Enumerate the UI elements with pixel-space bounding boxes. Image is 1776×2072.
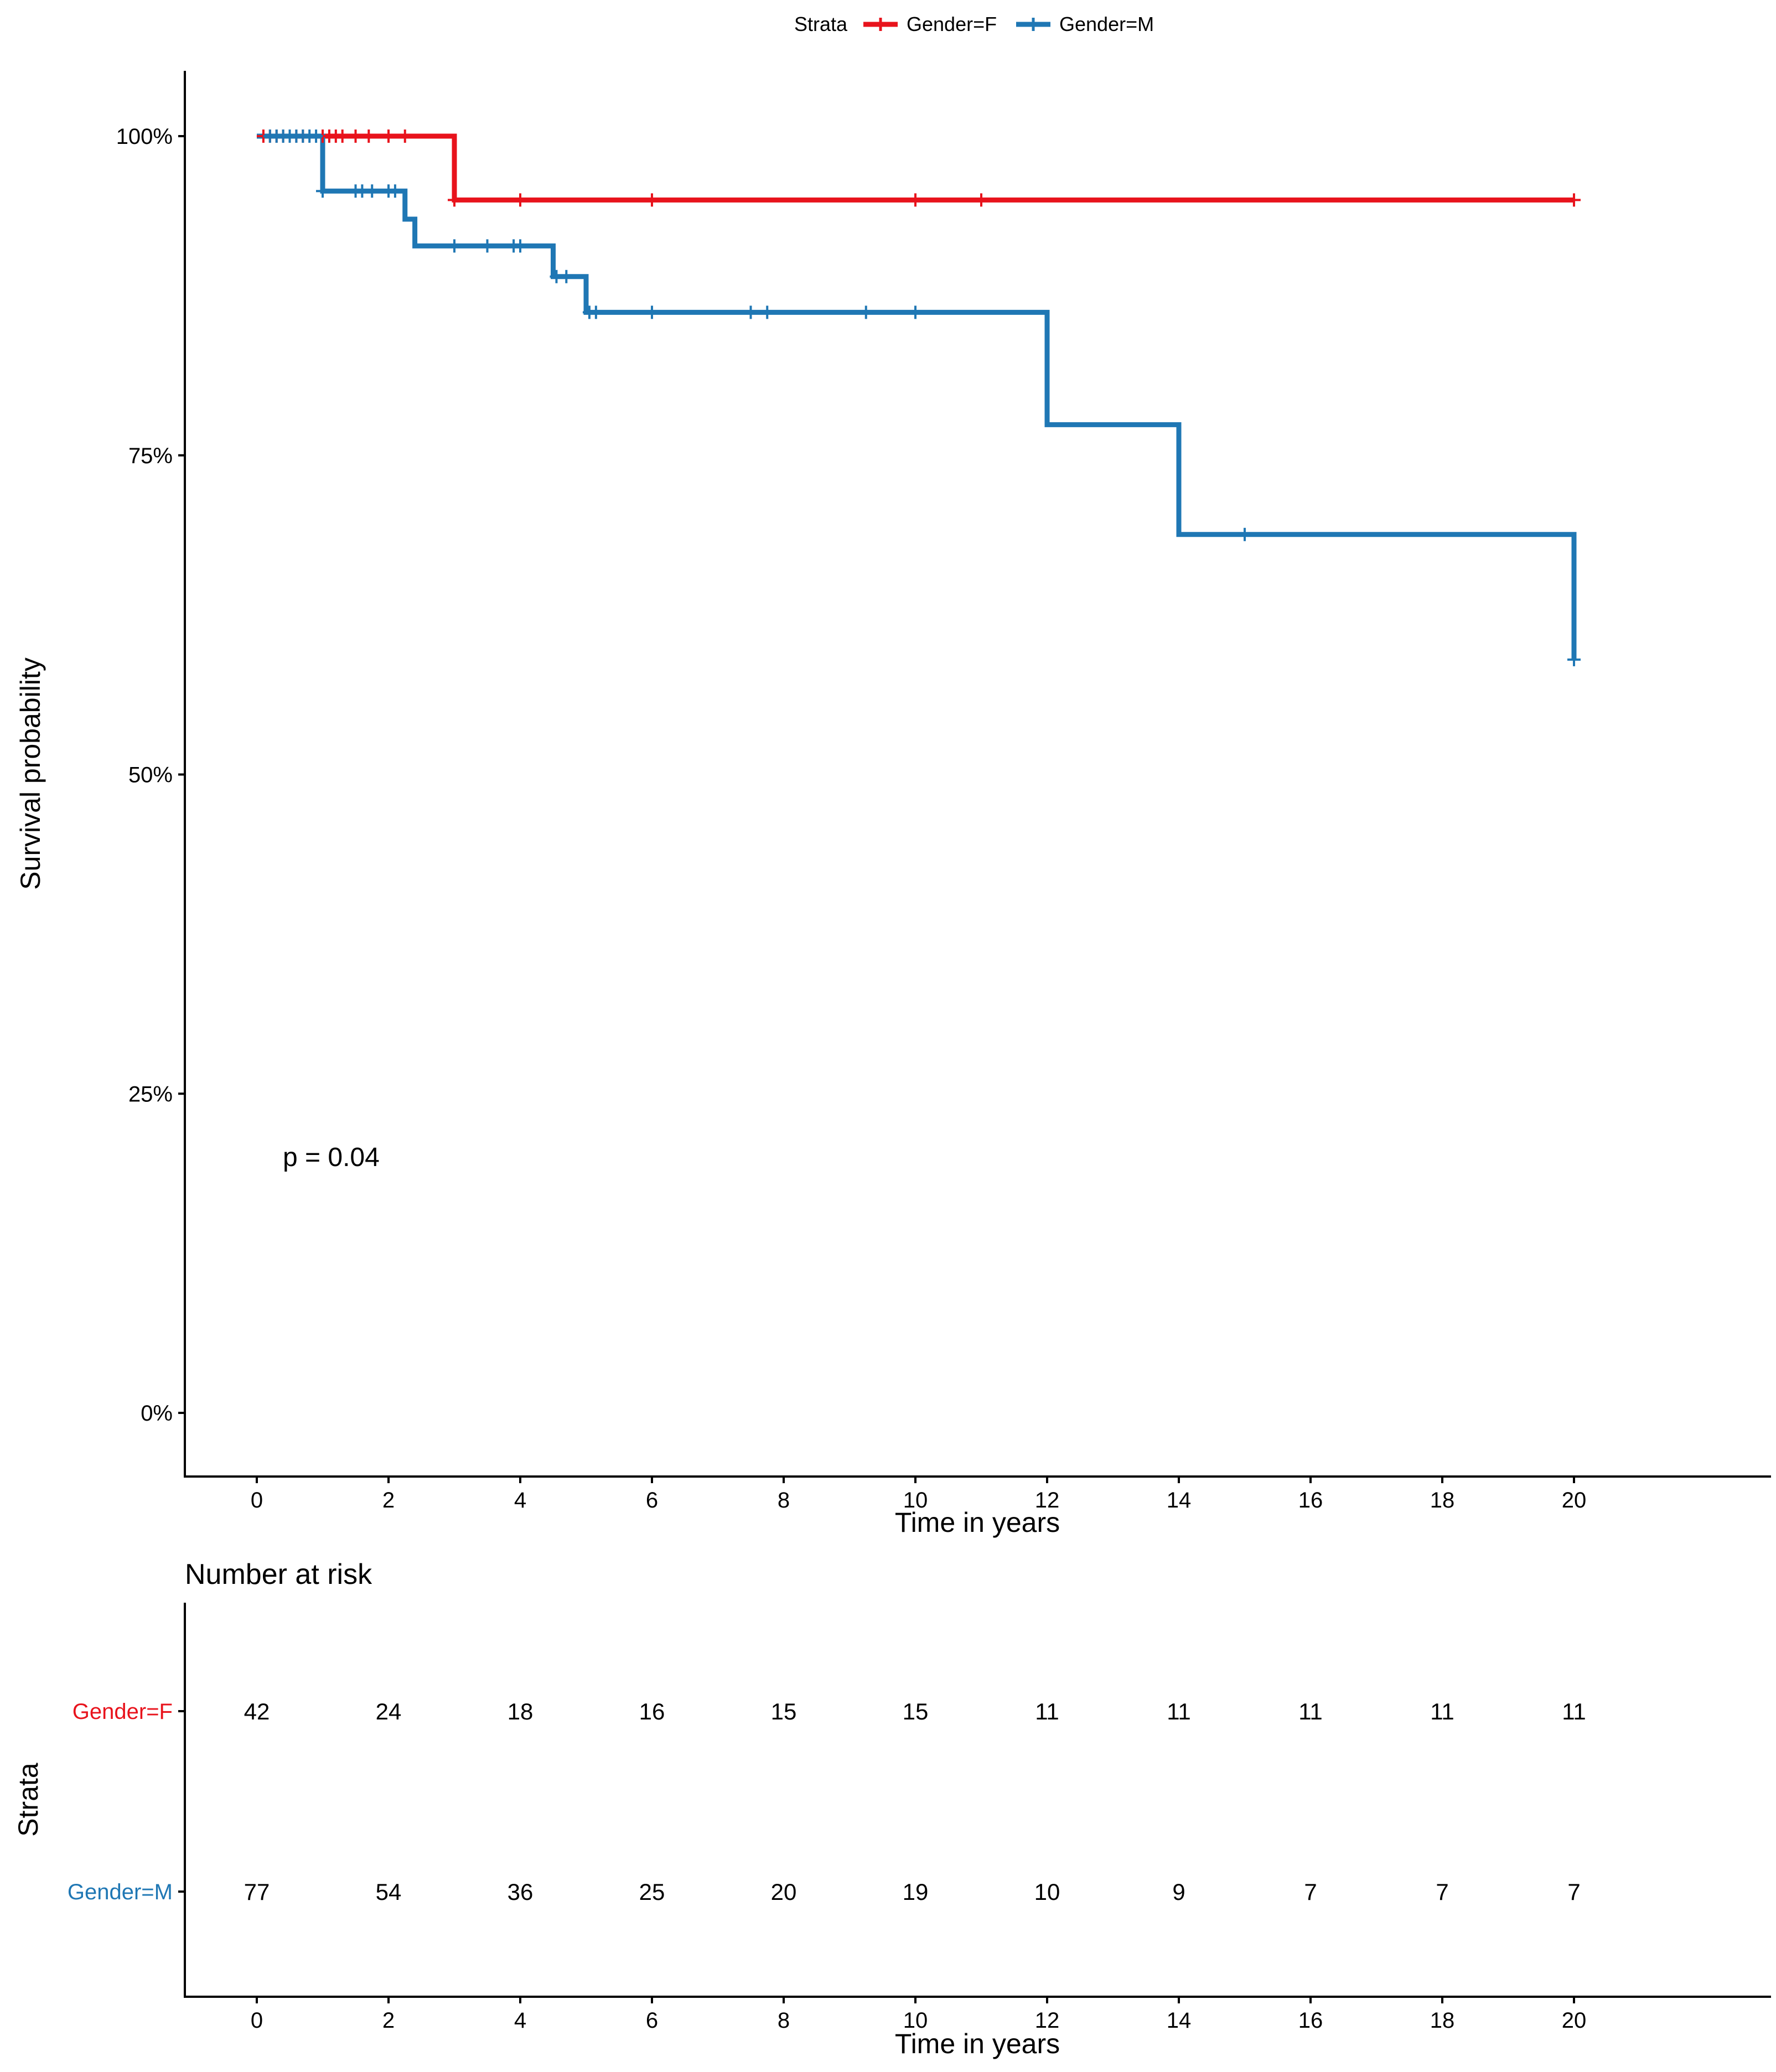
risk-count: 24 xyxy=(376,1698,402,1724)
x-tick-label: 20 xyxy=(1562,1488,1587,1512)
x-tick-label: 4 xyxy=(514,1488,526,1512)
legend: Strata Gender=F Gender=M xyxy=(794,13,1154,35)
x-axis-ticks: 0 2 4 6 8 10 12 14 16 18 20 xyxy=(251,1477,1586,1512)
main-plot: 0% 25% 50% 75% 100% 0 2 4 6 8 10 12 14 16 18 20 p = 0.… xyxy=(15,71,1771,1538)
y-tick-label: 75% xyxy=(128,444,173,468)
x-tick-label: 8 xyxy=(778,1488,790,1512)
risk-x-tick-label: 16 xyxy=(1298,2008,1323,2033)
censor-marks xyxy=(256,130,1581,666)
x-tick-label: 16 xyxy=(1298,1488,1323,1512)
risk-count: 9 xyxy=(1172,1879,1185,1905)
y-tick-label: 25% xyxy=(128,1082,173,1106)
p-value-annotation: p = 0.04 xyxy=(283,1143,380,1172)
risk-x-tick-label: 4 xyxy=(514,2008,526,2033)
risk-count: 54 xyxy=(376,1879,402,1905)
risk-count: 77 xyxy=(244,1879,270,1905)
risk-count: 11 xyxy=(1430,1698,1454,1724)
legend-title: Strata xyxy=(794,13,848,35)
x-axis-title: Time in years xyxy=(895,1507,1060,1538)
risk-count: 11 xyxy=(1562,1698,1586,1724)
y-axis-title: Survival probability xyxy=(15,657,46,890)
risk-x-tick-label: 20 xyxy=(1562,2008,1587,2033)
risk-count: 11 xyxy=(1035,1698,1059,1724)
risk-x-tick-label: 8 xyxy=(778,2008,790,2033)
x-tick-label: 2 xyxy=(382,1488,395,1512)
risk-x-tick-label: 6 xyxy=(646,2008,658,2033)
risk-x-tick-label: 10 xyxy=(903,2008,928,2033)
risk-count: 25 xyxy=(639,1879,665,1905)
legend-label-m: Gender=M xyxy=(1059,13,1154,35)
y-tick-label: 0% xyxy=(141,1401,173,1426)
risk-x-tick-label: 14 xyxy=(1167,2008,1192,2033)
risk-row-label: Gender=M xyxy=(68,1880,173,1904)
risk-row-label: Gender=F xyxy=(73,1700,173,1724)
risk-x-tick-label: 18 xyxy=(1430,2008,1455,2033)
x-tick-label: 6 xyxy=(646,1488,658,1512)
y-tick-label: 100% xyxy=(116,125,173,149)
risk-count: 7 xyxy=(1436,1879,1448,1905)
risk-table-y-title: Strata xyxy=(13,1763,44,1837)
risk-table-title: Number at risk xyxy=(185,1558,372,1591)
legend-label-f: Gender=F xyxy=(907,13,997,35)
risk-count: 15 xyxy=(771,1698,797,1724)
x-tick-label: 10 xyxy=(903,1488,928,1512)
risk-count: 20 xyxy=(771,1879,797,1905)
risk-x-tick-label: 2 xyxy=(382,2008,395,2033)
risk-table-x-ticks: 0 2 4 6 8 10 12 14 16 18 20 xyxy=(251,1997,1586,2033)
risk-table: Number at risk Gender=F 42 24 18 16 15 15 11 11 1… xyxy=(13,1558,1771,2059)
risk-count: 42 xyxy=(244,1698,270,1724)
risk-count: 15 xyxy=(903,1698,929,1724)
risk-count: 16 xyxy=(639,1698,665,1724)
curve-gender-f xyxy=(257,133,1574,203)
risk-count: 36 xyxy=(508,1879,534,1905)
survival-curves xyxy=(257,133,1577,660)
curve-gender-m xyxy=(257,133,1577,660)
risk-table-x-title: Time in years xyxy=(895,2028,1060,2059)
risk-count: 7 xyxy=(1304,1879,1317,1905)
risk-count: 18 xyxy=(508,1698,534,1724)
risk-count: 11 xyxy=(1167,1698,1191,1724)
risk-x-tick-label: 12 xyxy=(1035,2008,1060,2033)
risk-count: 7 xyxy=(1567,1879,1580,1905)
risk-count: 11 xyxy=(1298,1698,1323,1724)
x-tick-label: 14 xyxy=(1167,1488,1192,1512)
y-axis-ticks: 0% 25% 50% 75% 100% xyxy=(116,125,185,1426)
x-tick-label: 18 xyxy=(1430,1488,1455,1512)
risk-count: 10 xyxy=(1034,1879,1060,1905)
x-tick-label: 0 xyxy=(251,1488,263,1512)
risk-x-tick-label: 0 xyxy=(251,2008,263,2033)
x-tick-label: 12 xyxy=(1035,1488,1060,1512)
y-tick-label: 50% xyxy=(128,763,173,788)
risk-count: 19 xyxy=(903,1879,929,1905)
